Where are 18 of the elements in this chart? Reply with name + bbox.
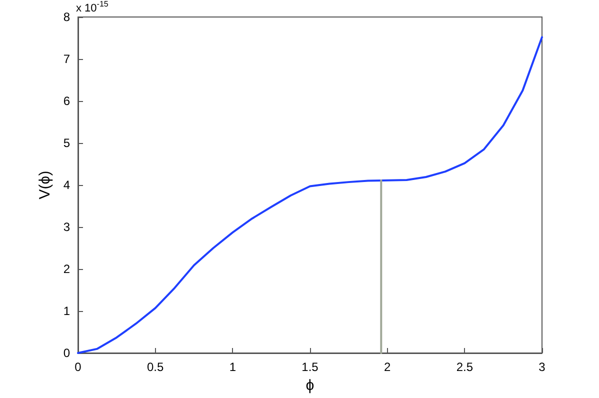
x-tick-label: 0.5 [146, 360, 164, 374]
y-tick-label: 5 [63, 136, 70, 150]
y-tick-label: 6 [63, 94, 70, 108]
y-tick-label: 4 [63, 178, 70, 192]
y-tick-label: 0 [63, 346, 70, 360]
x-tick-label: 2.5 [456, 360, 474, 374]
y-tick-label: 7 [63, 52, 70, 66]
x-tick-label: 2 [384, 360, 391, 374]
x-tick-label: 0 [74, 360, 82, 374]
y-tick-label: 8 [63, 10, 70, 24]
x-axis-title: ϕ [306, 376, 314, 394]
y-tick-label: 1 [63, 304, 70, 318]
x-tick-label: 1.5 [302, 360, 319, 374]
y-tick-label: 3 [63, 220, 70, 234]
y-axis-title: V(ϕ) [36, 170, 54, 200]
y-tick-label: 2 [63, 262, 70, 276]
x-tick-label: 1 [229, 360, 236, 374]
x-tick-label: 3 [538, 360, 546, 374]
